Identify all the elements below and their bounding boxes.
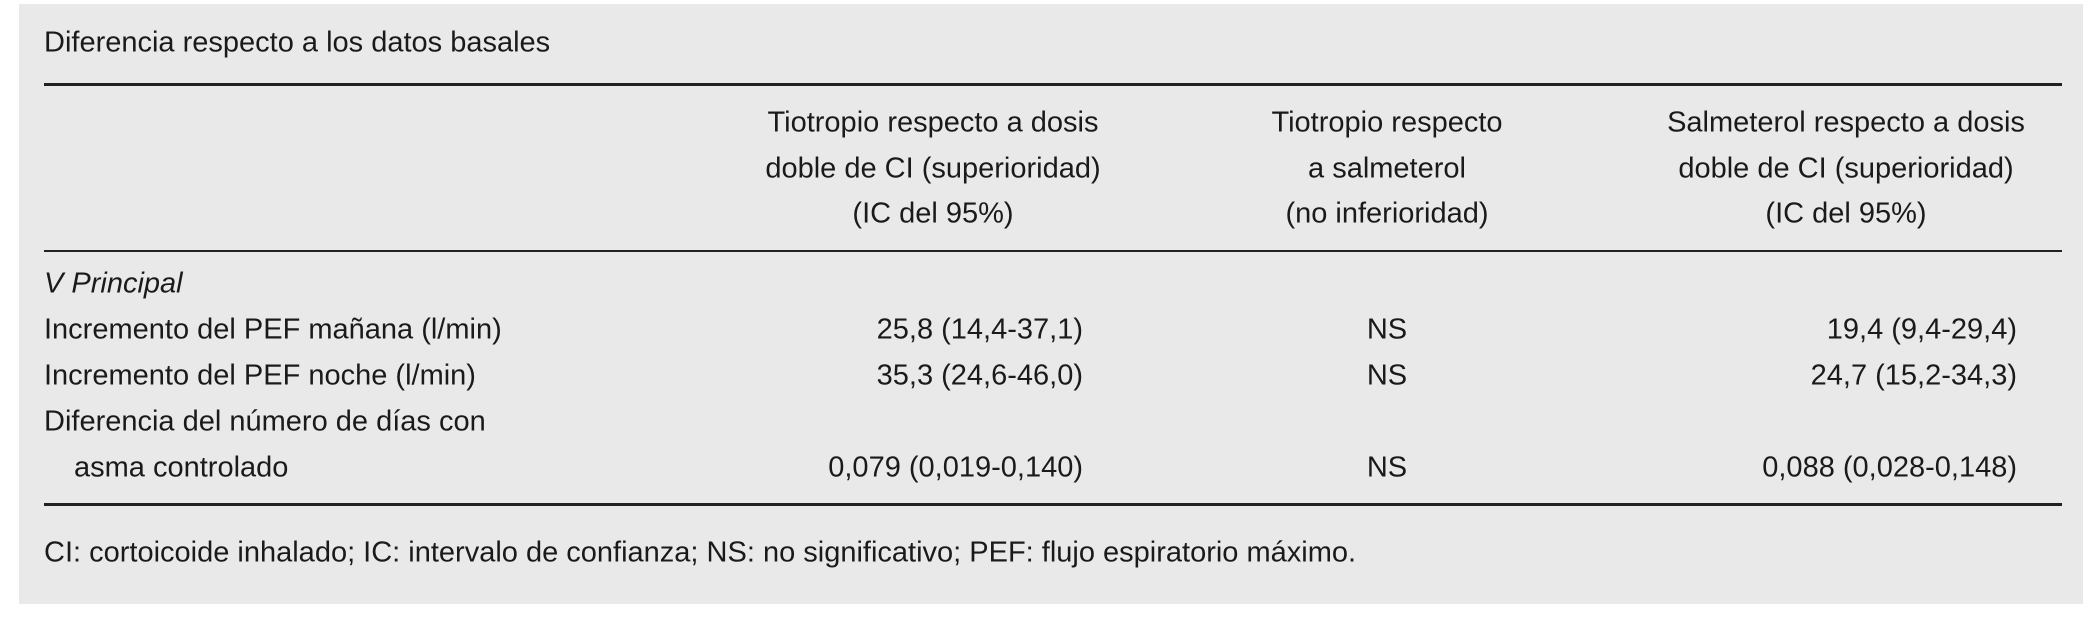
table-panel	[19, 4, 2083, 604]
table-cell: 35,3 (24,6-46,0)	[876, 359, 1083, 392]
row-label: Diferencia del número de días con	[44, 405, 486, 438]
table-cell: 19,4 (9,4-29,4)	[1826, 313, 2017, 346]
table-cell: 0,088 (0,028-0,148)	[1762, 451, 2017, 484]
table-cell: NS	[1366, 451, 1408, 484]
table-cell: NS	[1366, 313, 1408, 346]
row-label: asma controlado	[74, 451, 289, 484]
table-cell: 24,7 (15,2-34,3)	[1810, 359, 2017, 392]
table-title: Diferencia respecto a los datos basales	[44, 26, 551, 59]
column-header: (IC del 95%)	[852, 197, 1014, 230]
header-rule	[44, 250, 2062, 252]
table-cell: 25,8 (14,4-37,1)	[876, 313, 1083, 346]
top-rule	[44, 83, 2062, 86]
bottom-rule	[44, 503, 2062, 506]
column-header: Salmeterol respecto a dosis	[1667, 106, 2025, 139]
column-header: doble de CI (superioridad)	[1678, 152, 2014, 185]
column-header: (no inferioridad)	[1285, 197, 1489, 230]
column-header: doble de CI (superioridad)	[765, 152, 1101, 185]
column-header: Tiotropio respecto	[1271, 106, 1503, 139]
column-header: a salmeterol	[1308, 152, 1466, 185]
row-label: Incremento del PEF mañana (l/min)	[44, 313, 502, 346]
row-label: Incremento del PEF noche (l/min)	[44, 359, 476, 392]
column-header: Tiotropio respecto a dosis	[767, 106, 1099, 139]
column-header: (IC del 95%)	[1765, 197, 1927, 230]
table-cell: 0,079 (0,019-0,140)	[828, 451, 1083, 484]
footnote: CI: cortoicoide inhalado; IC: intervalo …	[44, 536, 1357, 569]
table-cell: NS	[1366, 359, 1408, 392]
section-label: V Principal	[44, 267, 183, 300]
